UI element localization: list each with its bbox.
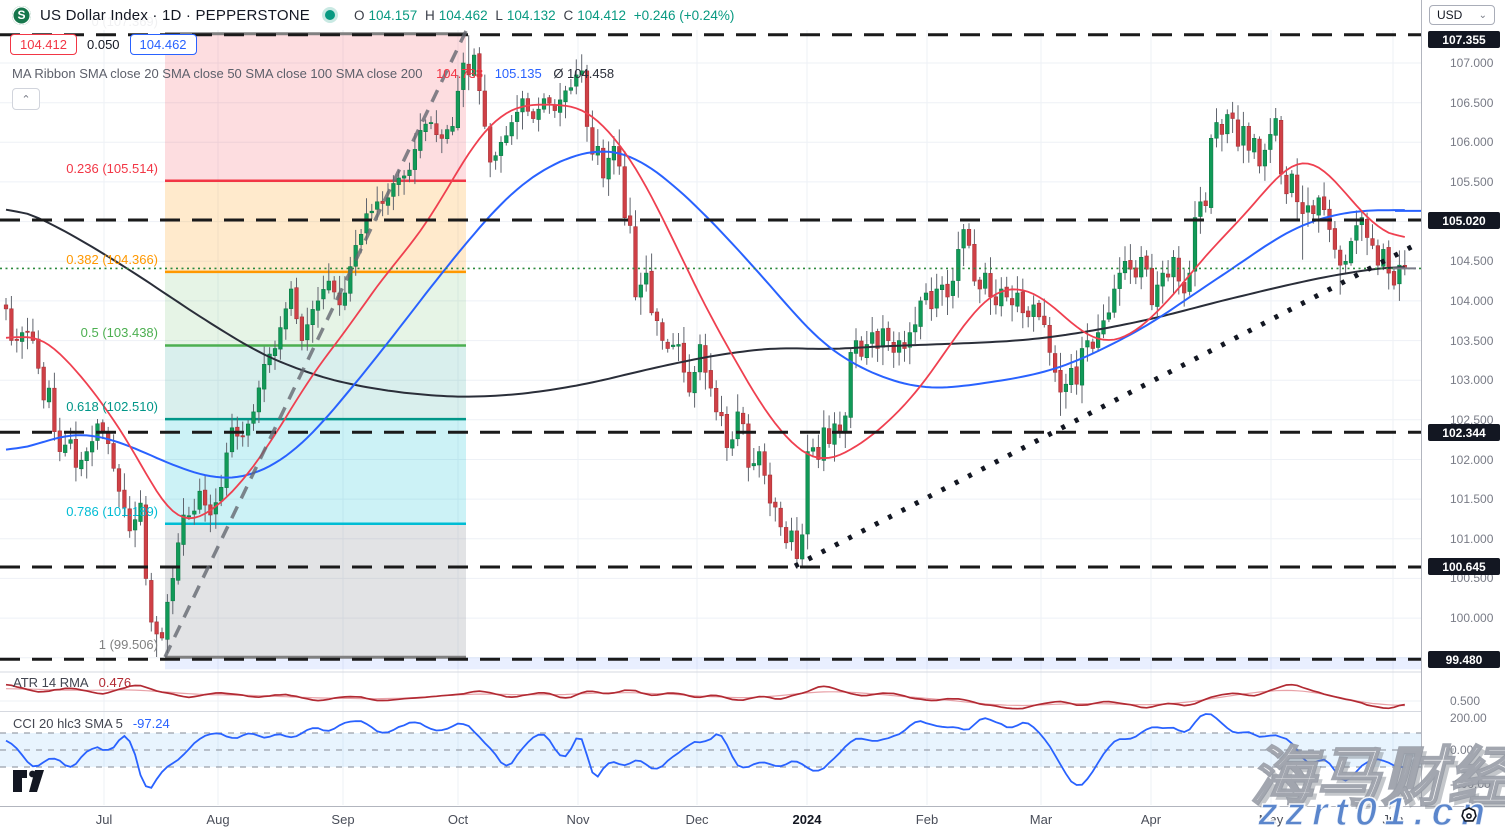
price-low-badge[interactable]: 104.412: [10, 34, 77, 55]
price-tick: 106.000: [1450, 135, 1494, 149]
low-value: 104.132: [506, 7, 556, 23]
currency-selector[interactable]: USD ⌄: [1429, 5, 1495, 25]
time-axis-month-label: Jul: [95, 812, 113, 827]
ma-ribbon-legend[interactable]: MA Ribbon SMA close 20 SMA close 50 SMA …: [12, 66, 614, 81]
open-label: O: [353, 7, 365, 23]
price-tick: 103.500: [1450, 334, 1494, 348]
cci-label: CCI 20 hlc3 SMA 5: [13, 716, 123, 731]
price-tick: 104.500: [1450, 254, 1494, 268]
time-axis-month-label: Jun: [1382, 812, 1404, 827]
price-level-badge: 100.645: [1428, 558, 1500, 575]
cci-value: -97.24: [132, 716, 170, 731]
high-label: H: [425, 7, 435, 23]
price-level-badge: 102.344: [1428, 424, 1500, 441]
price-tick: 106.500: [1450, 96, 1494, 110]
price-tick: 101.500: [1450, 492, 1494, 506]
symbol-toolbar: S US Dollar Index · 1D · PEPPERSTONE O 10…: [0, 0, 1421, 30]
high-value: 104.462: [438, 7, 488, 23]
fib-level-label: 0.618 (102.510): [66, 399, 158, 414]
price-axis[interactable]: USD ⌄ 107.000 106.500 106.000 105.500 104.50…: [1421, 0, 1505, 806]
fib-level-label: 0.786 (101.189): [66, 504, 158, 519]
atr-label: ATR 14 RMA: [13, 675, 89, 690]
fib-level-label: 1 (99.506): [98, 637, 158, 652]
ma-value-2: 105.135: [494, 66, 542, 81]
price-tick: 102.500: [1450, 413, 1494, 427]
price-tick: 100.000: [1450, 611, 1494, 625]
price-high-badge[interactable]: 104.462: [129, 34, 197, 55]
ma-value-1: 104.738: [436, 66, 484, 81]
price-range-tool: 104.412 0.050 104.462: [10, 34, 197, 55]
price-tick: 103.000: [1450, 373, 1494, 387]
symbol-title[interactable]: US Dollar Index · 1D · PEPPERSTONE: [40, 6, 310, 24]
price-tick: 104.000: [1450, 294, 1494, 308]
cci-axis-tick: 0.00: [1450, 743, 1474, 757]
price-level-badge: 105.020: [1428, 212, 1500, 229]
cci-axis-tick: -200.00: [1450, 777, 1491, 791]
price-level-badge: 99.480: [1428, 651, 1500, 668]
ma-ribbon-label: MA Ribbon SMA close 20 SMA close 50 SMA …: [12, 66, 423, 81]
ohlc-readout: O 104.157 H 104.462 L 104.132 C 104.412 +0.2…: [354, 8, 738, 23]
fib-level-label: 0.236 (105.514): [66, 161, 158, 176]
time-axis[interactable]: Jul Aug Sep Oct Nov Dec 2024 Feb Mar Apr May Jun: [0, 806, 1505, 832]
price-tick: 107.000: [1450, 56, 1494, 70]
price-tick: 105.500: [1450, 175, 1494, 189]
time-axis-month-label: Mar: [1029, 812, 1053, 827]
change-value: +0.246 (+0.24%): [633, 7, 735, 23]
gear-icon[interactable]: [1459, 806, 1479, 826]
fib-level-label: 0.5 (103.438): [80, 325, 158, 340]
price-tick: 102.000: [1450, 453, 1494, 467]
market-status-icon: [324, 10, 335, 20]
chevron-down-icon: ⌄: [1478, 9, 1487, 21]
time-axis-month-label: Dec: [685, 812, 709, 827]
atr-value: 0.476: [98, 675, 132, 690]
time-axis-month-label: May: [1258, 812, 1284, 827]
time-axis-month-label: Apr: [1140, 812, 1162, 827]
time-axis-month-label: Sep: [331, 812, 355, 827]
time-axis-month-label: Nov: [566, 812, 590, 827]
fib-level-label: 0.382 (104.366): [66, 252, 158, 267]
currency-label: USD: [1437, 8, 1463, 22]
cci-legend[interactable]: CCI 20 hlc3 SMA 5 -97.24: [13, 716, 170, 731]
symbol-logo-icon: S: [12, 5, 31, 25]
time-axis-month-label: Feb: [915, 812, 939, 827]
atr-legend[interactable]: ATR 14 RMA 0.476: [13, 675, 131, 690]
atr-axis-tick: 0.500: [1450, 694, 1481, 708]
close-label: C: [563, 7, 574, 23]
open-value: 104.157: [368, 7, 418, 23]
price-range-value: 0.050: [87, 37, 120, 52]
chevron-up-icon: ⌃: [21, 93, 31, 106]
time-axis-month-label: Oct: [447, 812, 469, 827]
tradingview-logo[interactable]: [12, 768, 52, 794]
price-tick: 101.000: [1450, 532, 1494, 546]
cci-axis-tick: 200.00: [1450, 711, 1487, 725]
price-level-badge: 107.355: [1428, 31, 1500, 48]
close-value: 104.412: [577, 7, 627, 23]
ma-average-value: Ø 104.458: [553, 66, 615, 81]
time-axis-month-label: 2024: [792, 812, 822, 827]
legend-collapse-button[interactable]: ⌃: [12, 88, 40, 110]
time-axis-month-label: Aug: [206, 812, 230, 827]
low-label: L: [495, 7, 503, 23]
